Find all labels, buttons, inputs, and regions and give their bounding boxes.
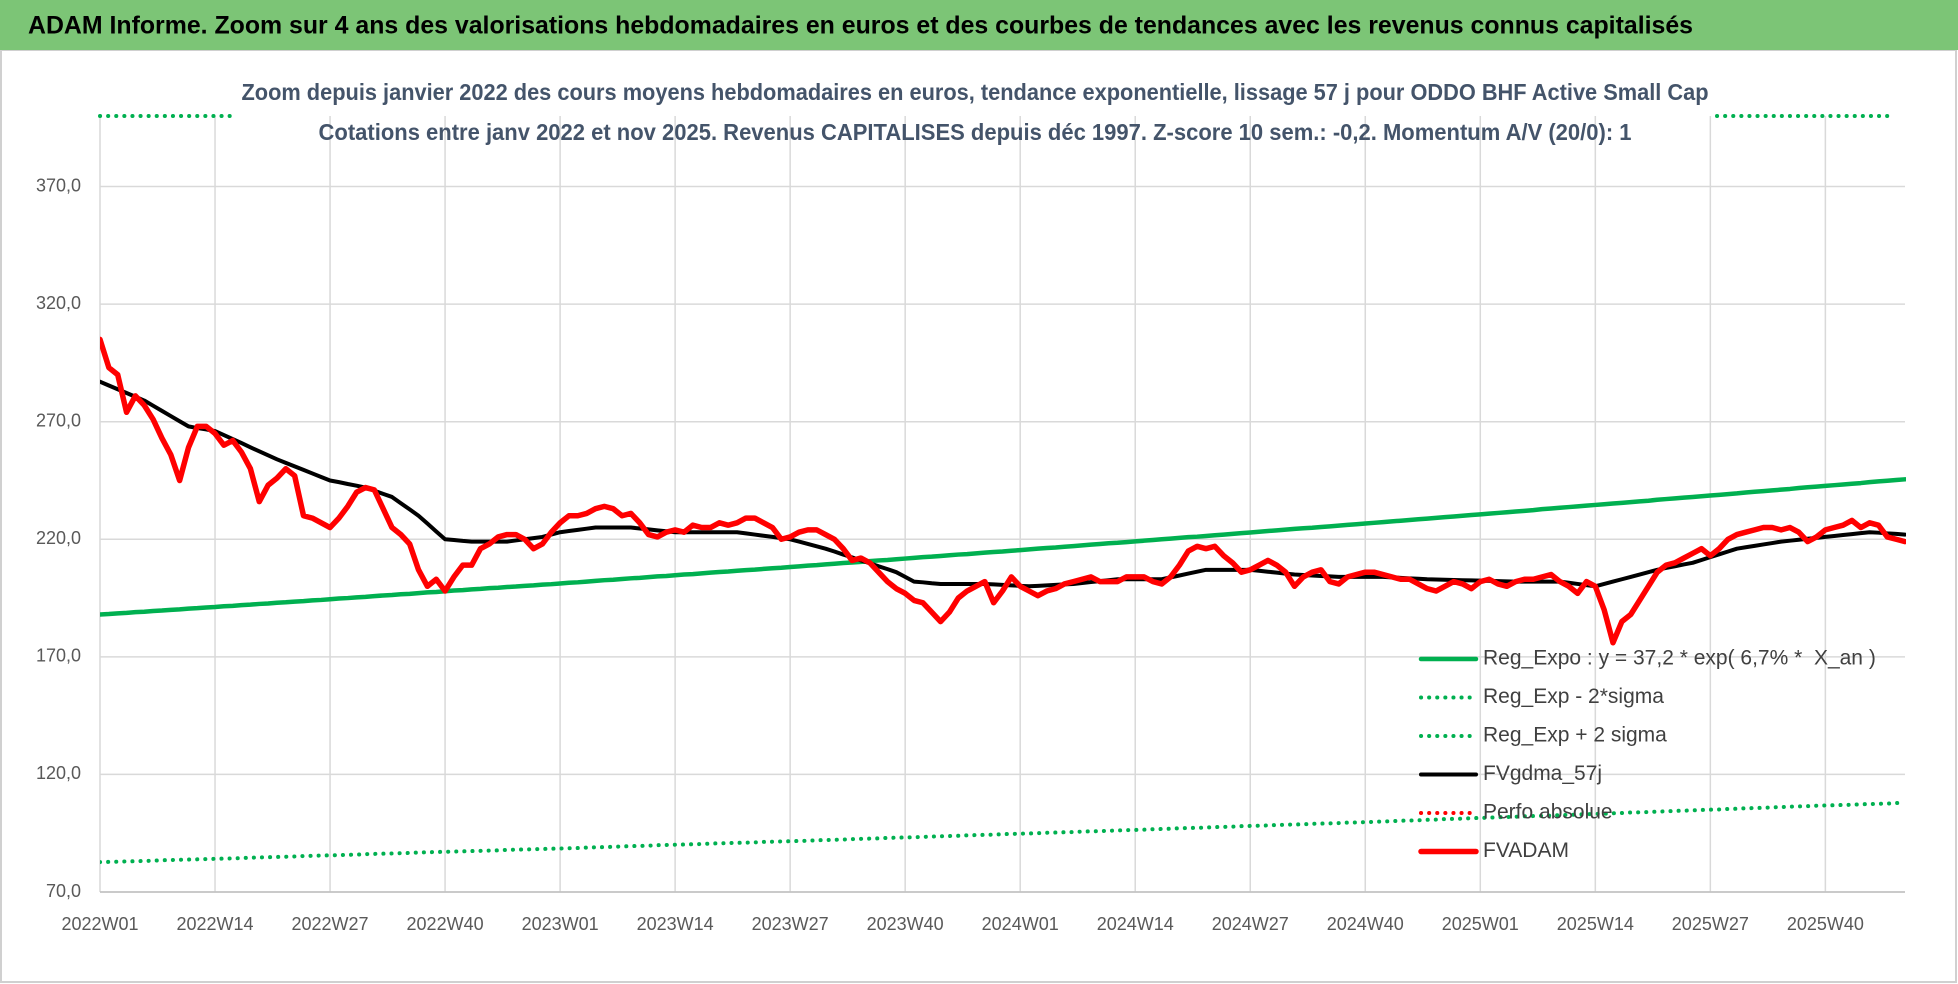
x-tick-label: 2024W40 bbox=[1327, 914, 1404, 934]
header-bar bbox=[0, 0, 1958, 50]
series-line bbox=[100, 800, 1906, 865]
x-tick-label: 2025W14 bbox=[1557, 914, 1634, 934]
x-tick-label: 2023W01 bbox=[522, 914, 599, 934]
legend-label: Reg_Expo : y = 37,2 * exp( 6,7% * X_an ) bbox=[1483, 647, 1876, 670]
x-tick-label: 2023W27 bbox=[752, 914, 829, 934]
series-line bbox=[100, 477, 1906, 617]
x-tick-label: 2022W14 bbox=[176, 914, 253, 934]
legend-label: FVADAM bbox=[1483, 839, 1569, 862]
y-tick-label: 270,0 bbox=[36, 410, 81, 430]
x-tick-label: 2024W14 bbox=[1097, 914, 1174, 934]
chart-frame bbox=[0, 49, 1957, 983]
y-tick-label: 170,0 bbox=[36, 646, 81, 666]
x-tick-label: 2023W40 bbox=[867, 914, 944, 934]
header-title: ADAM Informe. Zoom sur 4 ans des valoris… bbox=[28, 12, 1693, 40]
x-tick-label: 2022W27 bbox=[292, 914, 369, 934]
chart-subtitle: Cotations entre janv 2022 et nov 2025. R… bbox=[319, 119, 1632, 145]
x-tick-label: 2024W27 bbox=[1212, 914, 1289, 934]
y-tick-label: 320,0 bbox=[36, 293, 81, 313]
x-tick-label: 2025W40 bbox=[1787, 914, 1864, 934]
y-tick-label: 120,0 bbox=[36, 763, 81, 783]
x-tick-label: 2025W01 bbox=[1442, 914, 1519, 934]
chart-title: Zoom depuis janvier 2022 des cours moyen… bbox=[242, 79, 1709, 105]
legend-label: Perfo absolue bbox=[1483, 801, 1613, 824]
x-tick-label: 2024W01 bbox=[982, 914, 1059, 934]
x-tick-label: 2025W27 bbox=[1672, 914, 1749, 934]
y-tick-label: 370,0 bbox=[36, 175, 81, 195]
x-tick-label: 2022W01 bbox=[61, 914, 138, 934]
legend-label: Reg_Exp - 2*sigma bbox=[1483, 685, 1664, 708]
x-tick-label: 2022W40 bbox=[407, 914, 484, 934]
legend-label: Reg_Exp + 2 sigma bbox=[1483, 724, 1667, 747]
x-tick-label: 2023W14 bbox=[637, 914, 714, 934]
y-tick-label: 70,0 bbox=[46, 881, 81, 901]
series-line bbox=[100, 379, 1906, 589]
plot-lines bbox=[100, 336, 1906, 865]
legend: Reg_Expo : y = 37,2 * exp( 6,7% * X_an )… bbox=[1418, 647, 1876, 862]
grid bbox=[99, 116, 1905, 893]
y-tick-label: 220,0 bbox=[36, 528, 81, 548]
series-line bbox=[100, 336, 1906, 646]
legend-label: FVgdma_57j bbox=[1483, 762, 1602, 785]
